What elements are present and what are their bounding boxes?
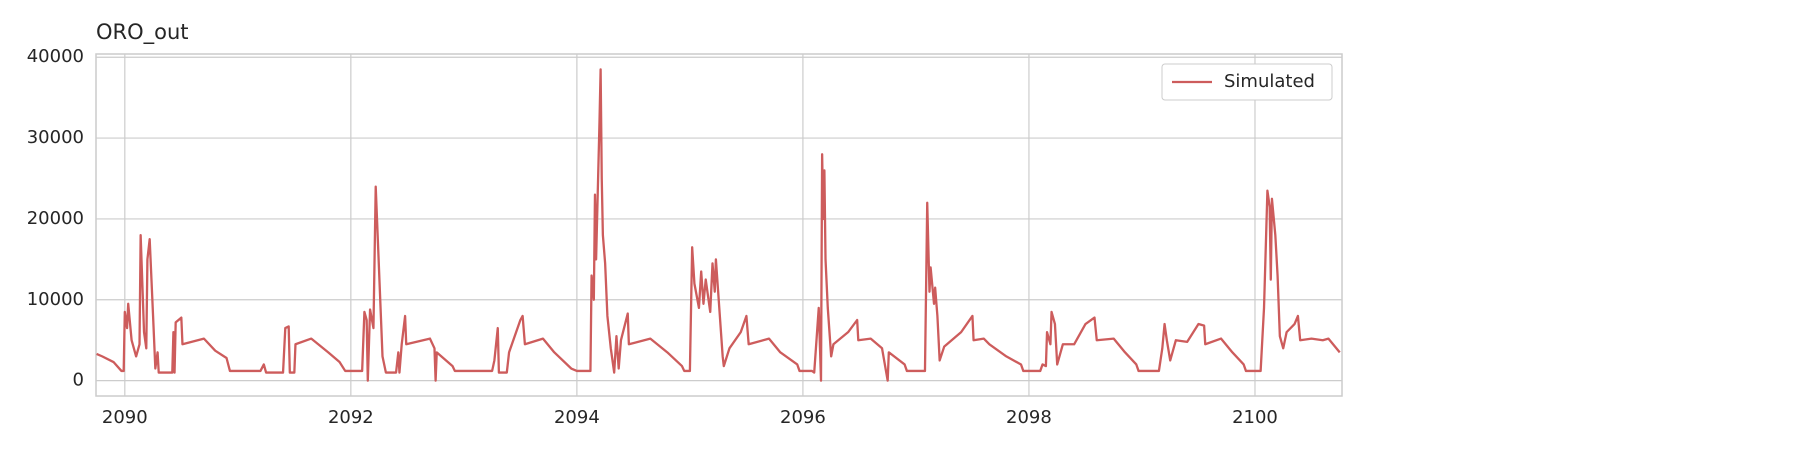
x-tick-label: 2094 [554, 407, 600, 428]
x-tick-label: 2098 [1006, 407, 1052, 428]
y-tick-label: 30000 [27, 127, 84, 148]
x-tick-label: 2100 [1232, 407, 1278, 428]
x-tick-label: 2096 [780, 407, 826, 428]
chart-title: ORO_out [96, 20, 189, 45]
y-tick-label: 20000 [27, 208, 84, 229]
plot-frame [95, 53, 1343, 397]
y-tick-label: 10000 [27, 289, 84, 310]
y-tick-label: 0 [73, 370, 84, 391]
y-tick-label: 40000 [27, 46, 84, 67]
legend-label: Simulated [1224, 71, 1315, 92]
x-tick-label: 2090 [102, 407, 148, 428]
x-tick-label: 2092 [328, 407, 374, 428]
data-line [96, 68, 1341, 382]
legend-box [1161, 63, 1333, 101]
